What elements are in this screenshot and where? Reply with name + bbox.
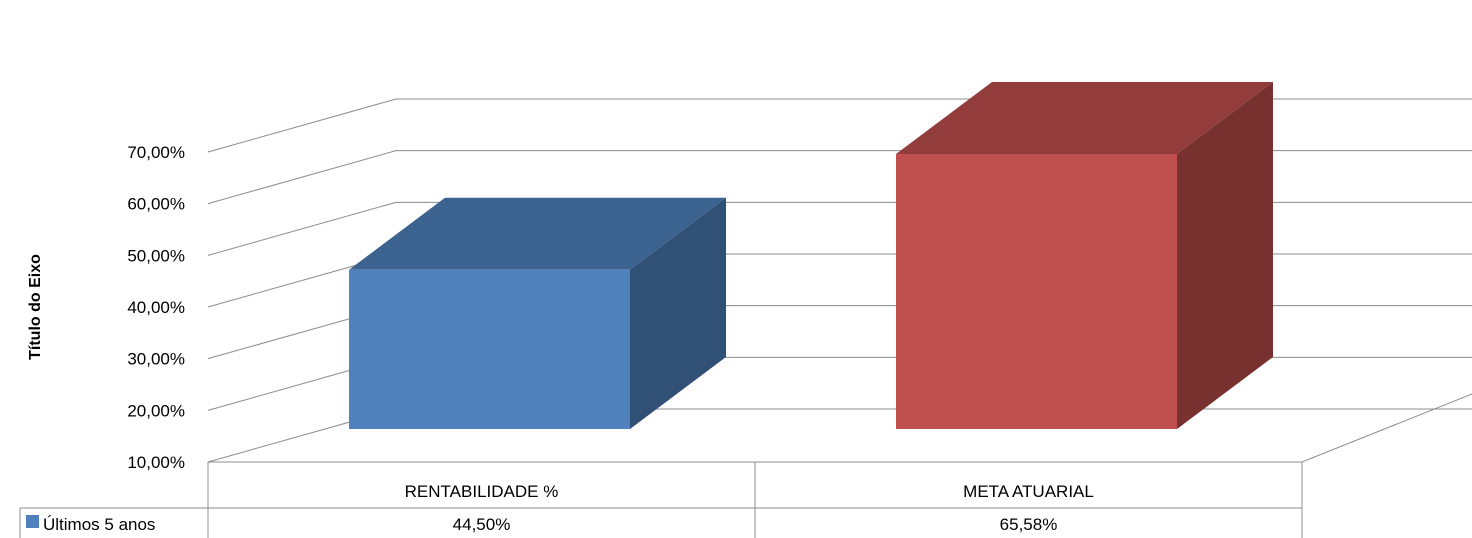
y-axis-title: Título do Eixo (27, 254, 44, 360)
bar (349, 197, 726, 429)
bar-side (630, 197, 726, 429)
y-tick-label: 40,00% (127, 298, 185, 317)
gridline (207, 98, 1472, 153)
gridline (207, 150, 1472, 205)
bars (349, 82, 1273, 430)
y-tick-label: 20,00% (127, 401, 185, 420)
y-tick-label: 10,00% (127, 453, 185, 472)
data-table-value: 44,50% (453, 515, 511, 534)
y-tick-label: 30,00% (127, 350, 185, 369)
bar-top (349, 197, 726, 270)
legend-swatch (26, 515, 39, 528)
y-axis-ticks: 10,00% 20,00% 30,00% 40,00% 50,00% 60,00% 70,0… (127, 143, 185, 472)
data-table: RENTABILIDADE % 44,50% META ATUARIAL 65,58%… (19, 462, 1303, 538)
y-tick-label: 60,00% (127, 195, 185, 214)
y-tick-label: 70,00% (127, 143, 185, 162)
bar (896, 82, 1273, 430)
bar-front (896, 154, 1177, 429)
bar-front (349, 269, 630, 429)
data-table-value: 65,58% (1000, 515, 1058, 534)
x-category-label: RENTABILIDADE % (405, 482, 559, 501)
bar-top (896, 82, 1273, 155)
y-tick-label: 50,00% (127, 246, 185, 265)
x-category-label: META ATUARIAL (963, 482, 1094, 501)
bar-side (1177, 82, 1273, 430)
legend-series-label: Últimos 5 anos (43, 515, 155, 534)
